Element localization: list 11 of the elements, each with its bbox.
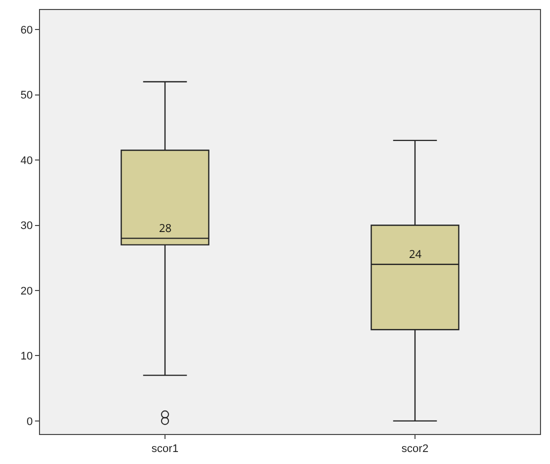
y-tick-label: 10 <box>20 350 33 363</box>
y-tick-label: 0 <box>26 416 33 428</box>
y-tick-label: 40 <box>20 154 33 167</box>
y-tick-label: 30 <box>20 220 33 232</box>
y-tick-label: 60 <box>20 24 33 36</box>
annotation: 24 <box>409 247 422 262</box>
x-tick-label: scor2 <box>402 443 428 456</box>
y-tick-label: 20 <box>20 285 33 298</box>
x-tick-label: scor1 <box>152 443 178 456</box>
y-tick-label: 50 <box>20 90 33 102</box>
annotation: 28 <box>159 221 172 236</box>
